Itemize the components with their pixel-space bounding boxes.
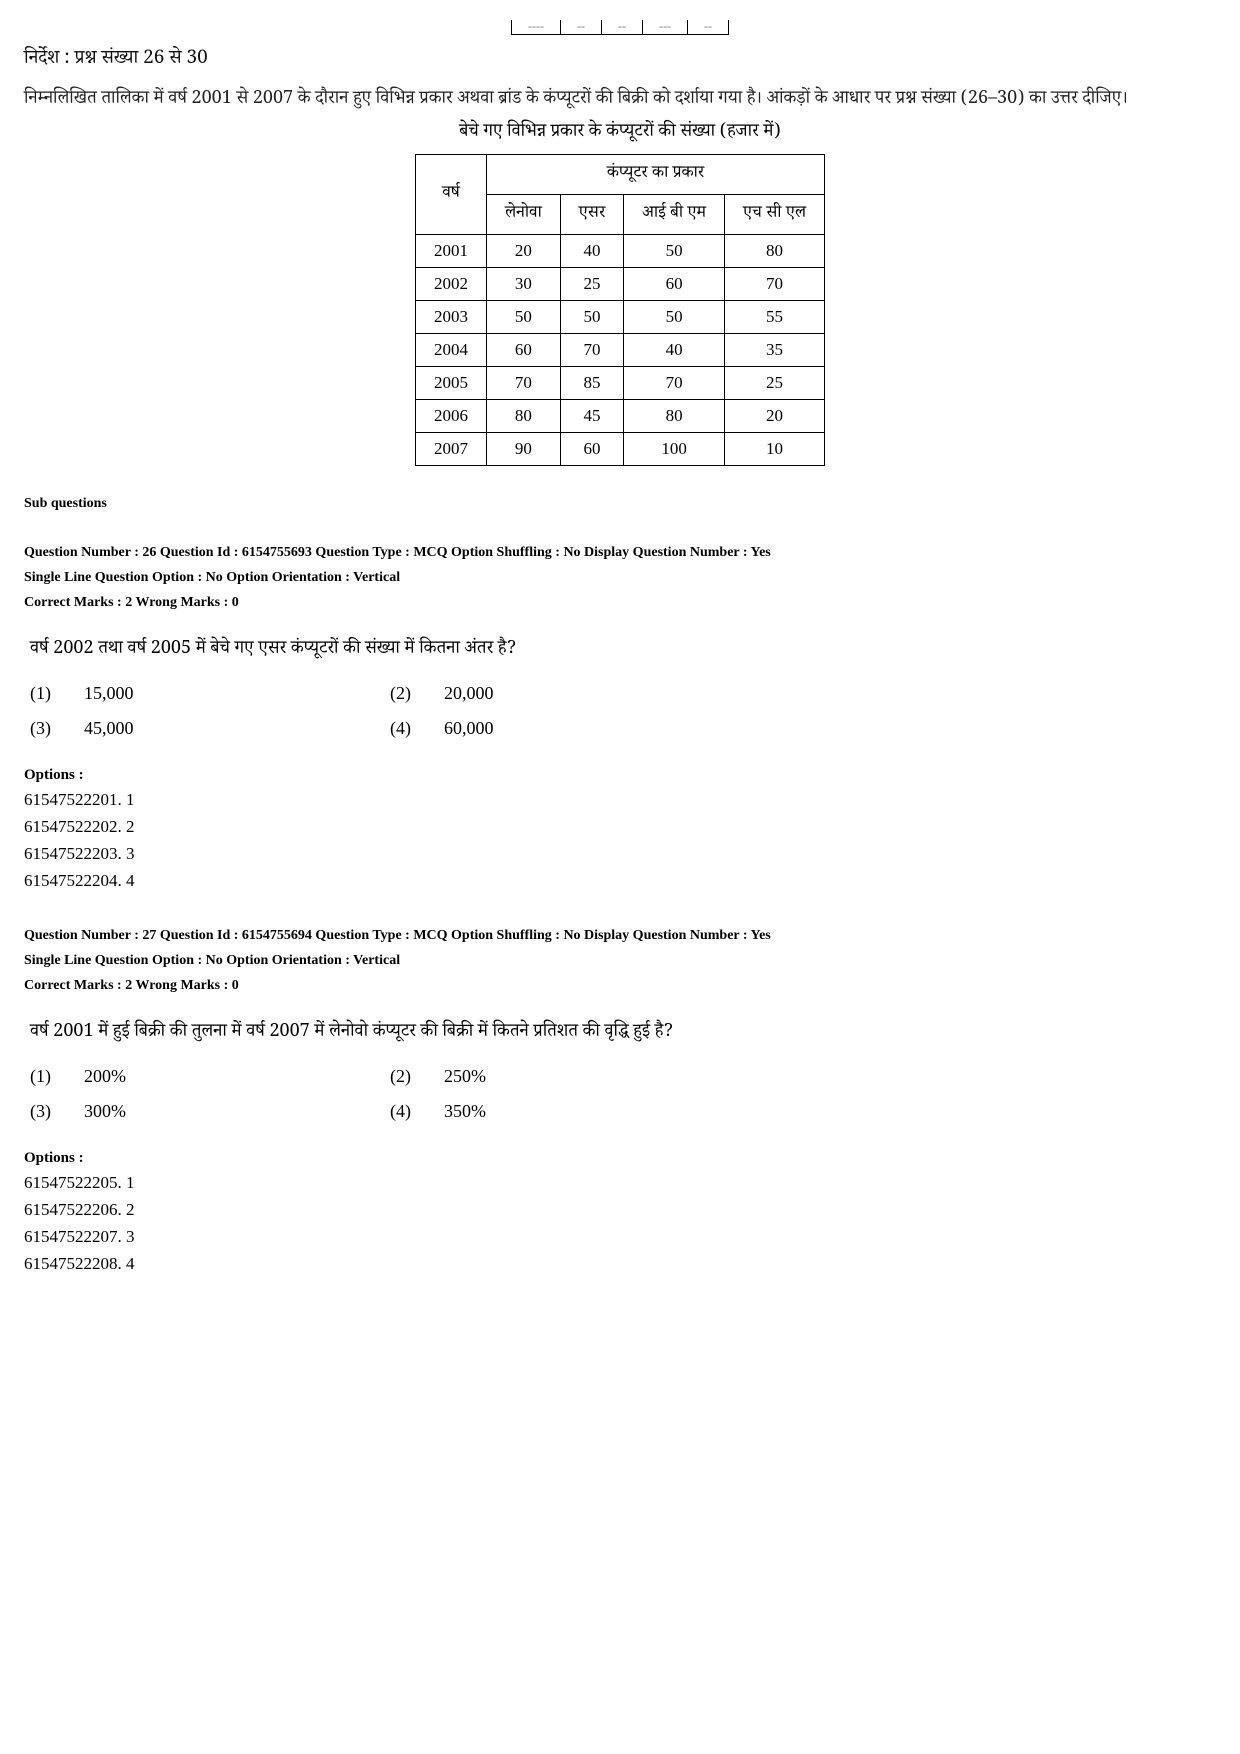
q27-options-label: Options :	[24, 1150, 1216, 1167]
value-cell: 80	[624, 399, 725, 432]
value-cell: 70	[487, 366, 561, 399]
table-row: 200680458020	[416, 399, 825, 432]
value-cell: 20	[724, 399, 824, 432]
value-cell: 55	[724, 300, 824, 333]
value-cell: 35	[724, 333, 824, 366]
year-cell: 2003	[416, 300, 487, 333]
data-table-container: बेचे गए विभिन्न प्रकार के कंप्यूटरों की …	[24, 120, 1216, 466]
value-cell: 85	[560, 366, 623, 399]
q27-answer-grid: (1) 200% (2) 250% (3) 300% (4) 350%	[30, 1066, 1216, 1122]
value-cell: 30	[487, 267, 561, 300]
clipped-cell: ---	[643, 20, 688, 34]
value-cell: 60	[487, 333, 561, 366]
table-row: 200120405080	[416, 234, 825, 267]
option-number: (3)	[30, 1101, 78, 1122]
value-cell: 80	[487, 399, 561, 432]
instruction-heading: निर्देश : प्रश्न संख्या 26 से 30	[24, 45, 1216, 75]
value-cell: 50	[560, 300, 623, 333]
header-type-group: कंप्यूटर का प्रकार	[487, 154, 825, 194]
value-cell: 60	[560, 432, 623, 465]
option-value: 250%	[444, 1066, 644, 1087]
value-cell: 50	[624, 300, 725, 333]
value-cell: 50	[624, 234, 725, 267]
option-value: 15,000	[84, 683, 384, 704]
value-cell: 25	[724, 366, 824, 399]
value-cell: 40	[624, 333, 725, 366]
value-cell: 25	[560, 267, 623, 300]
column-header: आई बी एम	[624, 194, 725, 234]
option-value: 60,000	[444, 718, 644, 739]
clipped-cell: ----	[512, 20, 561, 34]
sub-questions-label: Sub questions	[24, 496, 1216, 512]
option-value: 300%	[84, 1101, 384, 1122]
value-cell: 45	[560, 399, 623, 432]
clipped-cell: --	[688, 20, 728, 34]
table-caption: बेचे गए विभिन्न प्रकार के कंप्यूटरों की …	[415, 120, 825, 148]
table-row: 200460704035	[416, 333, 825, 366]
option-number: (3)	[30, 718, 78, 739]
option-id-line: 61547522207. 3	[24, 1223, 1216, 1250]
clipped-prev-table: -------------	[24, 20, 1216, 35]
value-cell: 20	[487, 234, 561, 267]
q26-text: वर्ष 2002 तथा वर्ष 2005 में बेचे गए एसर …	[30, 637, 1216, 665]
intro-paragraph: निम्नलिखित तालिका में वर्ष 2001 से 2007 …	[24, 87, 1216, 116]
q27-text: वर्ष 2001 में हुई बिक्री की तुलना में वर…	[30, 1020, 1216, 1048]
year-cell: 2004	[416, 333, 487, 366]
value-cell: 90	[487, 432, 561, 465]
option-id-line: 61547522202. 2	[24, 813, 1216, 840]
table-row: 2007906010010	[416, 432, 825, 465]
year-cell: 2007	[416, 432, 487, 465]
column-header: लेनोवा	[487, 194, 561, 234]
clipped-cell: --	[561, 20, 602, 34]
value-cell: 70	[560, 333, 623, 366]
column-header: एच सी एल	[724, 194, 824, 234]
year-cell: 2006	[416, 399, 487, 432]
option-id-line: 61547522203. 3	[24, 840, 1216, 867]
q26-answer-grid: (1) 15,000 (2) 20,000 (3) 45,000 (4) 60,000	[30, 683, 1216, 739]
computer-sales-table: वर्ष कंप्यूटर का प्रकार लेनोवाएसरआई बी ए…	[415, 154, 825, 466]
table-row: 200230256070	[416, 267, 825, 300]
value-cell: 80	[724, 234, 824, 267]
value-cell: 40	[560, 234, 623, 267]
option-value: 200%	[84, 1066, 384, 1087]
option-id-line: 61547522206. 2	[24, 1196, 1216, 1223]
year-cell: 2002	[416, 267, 487, 300]
year-cell: 2001	[416, 234, 487, 267]
clipped-cell: --	[602, 20, 643, 34]
option-id-line: 61547522204. 4	[24, 867, 1216, 894]
value-cell: 70	[724, 267, 824, 300]
year-cell: 2005	[416, 366, 487, 399]
q26-options-list: 61547522201. 161547522202. 261547522203.…	[24, 786, 1216, 895]
option-value: 45,000	[84, 718, 384, 739]
q27-meta-3: Correct Marks : 2 Wrong Marks : 0	[24, 975, 1216, 996]
option-number: (2)	[390, 683, 438, 704]
option-number: (4)	[390, 1101, 438, 1122]
q27-meta-1: Question Number : 27 Question Id : 61547…	[24, 925, 1216, 946]
value-cell: 60	[624, 267, 725, 300]
q27-options-list: 61547522205. 161547522206. 261547522207.…	[24, 1169, 1216, 1278]
option-id-line: 61547522205. 1	[24, 1169, 1216, 1196]
option-number: (1)	[30, 683, 78, 704]
option-value: 350%	[444, 1101, 644, 1122]
table-row: 200350505055	[416, 300, 825, 333]
value-cell: 70	[624, 366, 725, 399]
q27-meta-2: Single Line Question Option : No Option …	[24, 950, 1216, 971]
q26-meta-2: Single Line Question Option : No Option …	[24, 567, 1216, 588]
value-cell: 100	[624, 432, 725, 465]
q26-meta-3: Correct Marks : 2 Wrong Marks : 0	[24, 592, 1216, 613]
value-cell: 50	[487, 300, 561, 333]
option-number: (4)	[390, 718, 438, 739]
option-id-line: 61547522201. 1	[24, 786, 1216, 813]
q26-options-label: Options :	[24, 767, 1216, 784]
q26-meta-1: Question Number : 26 Question Id : 61547…	[24, 542, 1216, 563]
header-year: वर्ष	[416, 154, 487, 234]
value-cell: 10	[724, 432, 824, 465]
option-number: (2)	[390, 1066, 438, 1087]
table-row: 200570857025	[416, 366, 825, 399]
option-id-line: 61547522208. 4	[24, 1250, 1216, 1277]
option-value: 20,000	[444, 683, 644, 704]
option-number: (1)	[30, 1066, 78, 1087]
column-header: एसर	[560, 194, 623, 234]
